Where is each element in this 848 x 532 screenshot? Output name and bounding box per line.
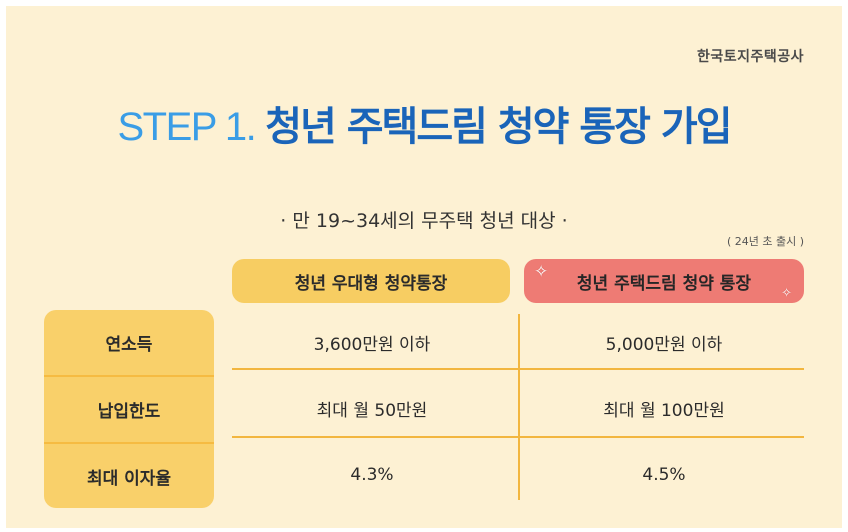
row-label-interest-rate: 최대 이자율 bbox=[86, 468, 172, 489]
row-label-column: 연소득 납입한도 최대 이자율 bbox=[44, 310, 214, 508]
row-label-deposit-limit: 납입한도 bbox=[97, 401, 161, 422]
row-label-income: 연소득 bbox=[105, 334, 153, 355]
cell-rate-preferential: 4.3% bbox=[350, 465, 394, 485]
page-title: STEP 1. 청년 주택드림 청약 통장 가입 bbox=[6, 94, 842, 152]
row-divider bbox=[232, 368, 804, 370]
row-divider bbox=[232, 436, 804, 438]
step-label: STEP 1. bbox=[117, 105, 256, 149]
column-divider bbox=[518, 314, 520, 500]
row-label-divider bbox=[44, 442, 214, 444]
cell-income-preferential: 3,600만원 이하 bbox=[313, 334, 431, 355]
cell-income-housing-dream: 5,000만원 이하 bbox=[605, 334, 723, 355]
cell-deposit-preferential: 최대 월 50만원 bbox=[316, 400, 428, 421]
release-note: ( 24년 초 출시 ) bbox=[726, 235, 804, 248]
column-header-label: 청년 우대형 청약통장 bbox=[294, 273, 448, 294]
column-header-youth-housing-dream: ✧ 청년 주택드림 청약 통장 ✧ bbox=[524, 259, 804, 303]
organization-name: 한국토지주택공사 bbox=[696, 49, 804, 65]
column-header-label: 청년 주택드림 청약 통장 bbox=[576, 273, 752, 294]
cell-rate-housing-dream: 4.5% bbox=[642, 465, 686, 485]
target-subtitle: · 만 19~34세의 무주택 청년 대상 · bbox=[280, 210, 568, 232]
infographic-card: 한국토지주택공사 STEP 1. 청년 주택드림 청약 통장 가입 · 만 19~… bbox=[6, 6, 842, 528]
sparkle-icon: ✧ bbox=[534, 262, 549, 282]
row-label-divider bbox=[44, 375, 214, 377]
cell-deposit-housing-dream: 최대 월 100만원 bbox=[603, 400, 725, 421]
sparkle-icon: ✧ bbox=[781, 286, 792, 301]
title-main: 청년 주택드림 청약 통장 가입 bbox=[265, 104, 732, 150]
column-header-youth-preferential: 청년 우대형 청약통장 bbox=[232, 259, 510, 303]
